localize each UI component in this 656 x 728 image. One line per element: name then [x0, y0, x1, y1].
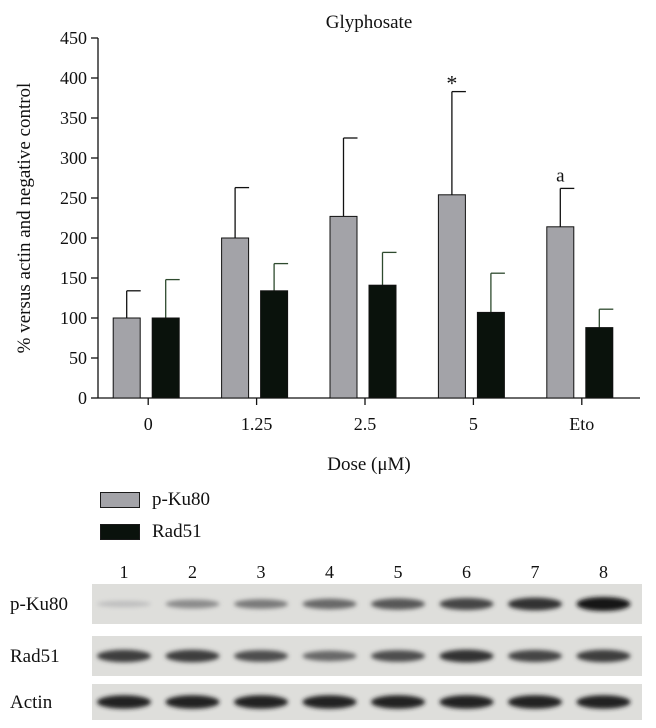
- chart-title: Glyphosate: [326, 12, 413, 33]
- y-tick-label: 150: [60, 268, 87, 288]
- bar: [260, 290, 289, 399]
- legend-swatch-p-ku80: [100, 492, 140, 508]
- y-axis-label: % versus actin and negative control: [14, 83, 35, 354]
- blot-strip: [92, 684, 642, 720]
- bar: [546, 226, 575, 399]
- lane-number: 8: [599, 562, 608, 582]
- y-tick-label: 100: [60, 308, 87, 328]
- blot-band: [508, 597, 562, 611]
- blot-band: [165, 649, 220, 663]
- x-tick-label: 2.5: [354, 414, 377, 434]
- x-tick-label: Eto: [569, 414, 594, 434]
- lane-number: 7: [531, 562, 540, 582]
- blot-row-label: Actin: [10, 692, 53, 713]
- bar: [112, 317, 141, 399]
- blot-band: [97, 600, 151, 608]
- x-tick-label: 5: [469, 414, 478, 434]
- y-tick-label: 200: [60, 228, 87, 248]
- bar: [437, 194, 466, 399]
- annotation-label: a: [556, 165, 565, 186]
- blot-band: [576, 649, 631, 663]
- blot-band: [165, 695, 220, 709]
- bar: [329, 215, 358, 399]
- bar-chart: Glyphosate 0 50 100 150 200 250 300 350 400 450 0 1.…: [14, 12, 640, 475]
- lane-number: 5: [394, 562, 403, 582]
- blot-row-label: Rad51: [10, 646, 60, 667]
- bar: [585, 327, 614, 399]
- x-axis-label: Dose (μM): [327, 454, 411, 475]
- blot-band: [302, 650, 357, 662]
- blot-band: [97, 649, 151, 663]
- y-tick-label: 50: [69, 348, 87, 368]
- blot-strip: [92, 584, 642, 624]
- blot-band: [508, 650, 562, 662]
- blot-band: [234, 599, 288, 609]
- blot-band: [234, 650, 288, 662]
- blot-band: [508, 695, 562, 709]
- y-tick-label: 400: [60, 68, 87, 88]
- y-tick-label: 250: [60, 188, 87, 208]
- blot-band: [97, 695, 151, 709]
- x-tick-label: 0: [144, 414, 153, 434]
- blot-band: [439, 649, 494, 663]
- blot-band: [439, 598, 494, 610]
- bar: [221, 237, 250, 399]
- lane-number: 1: [120, 562, 129, 582]
- blot-band: [165, 599, 220, 609]
- lane-number: 4: [325, 562, 334, 582]
- lane-number: 3: [257, 562, 266, 582]
- bar: [151, 317, 180, 399]
- x-tick-label: 1.25: [241, 414, 273, 434]
- blot-band: [302, 598, 357, 610]
- blot-band: [576, 695, 631, 709]
- y-tick-label: 450: [60, 28, 87, 48]
- y-tick-label: 300: [60, 148, 87, 168]
- bar: [476, 311, 505, 399]
- bar: [368, 284, 397, 399]
- blot-band: [371, 598, 425, 610]
- lane-number: 6: [462, 562, 471, 582]
- blot-band: [439, 695, 494, 709]
- legend-swatch-rad51: [100, 524, 140, 540]
- blot-band: [371, 695, 425, 709]
- legend-label-rad51: Rad51: [152, 521, 202, 542]
- blot-band: [302, 695, 357, 709]
- lane-number: 2: [188, 562, 197, 582]
- blot-strip: [92, 636, 642, 676]
- chart-legend: p-Ku80 Rad51: [100, 486, 210, 550]
- blot-band: [371, 650, 425, 662]
- blot-band: [234, 695, 288, 709]
- annotation-label: *: [446, 71, 457, 96]
- y-tick-label: 350: [60, 108, 87, 128]
- blot-band: [576, 597, 631, 611]
- y-tick-label: 0: [78, 388, 87, 408]
- blot-row-label: p-Ku80: [10, 594, 68, 615]
- legend-label-p-ku80: p-Ku80: [152, 489, 211, 510]
- legend-item-p-ku80: p-Ku80: [100, 486, 210, 514]
- legend-item-rad51: Rad51: [100, 518, 210, 546]
